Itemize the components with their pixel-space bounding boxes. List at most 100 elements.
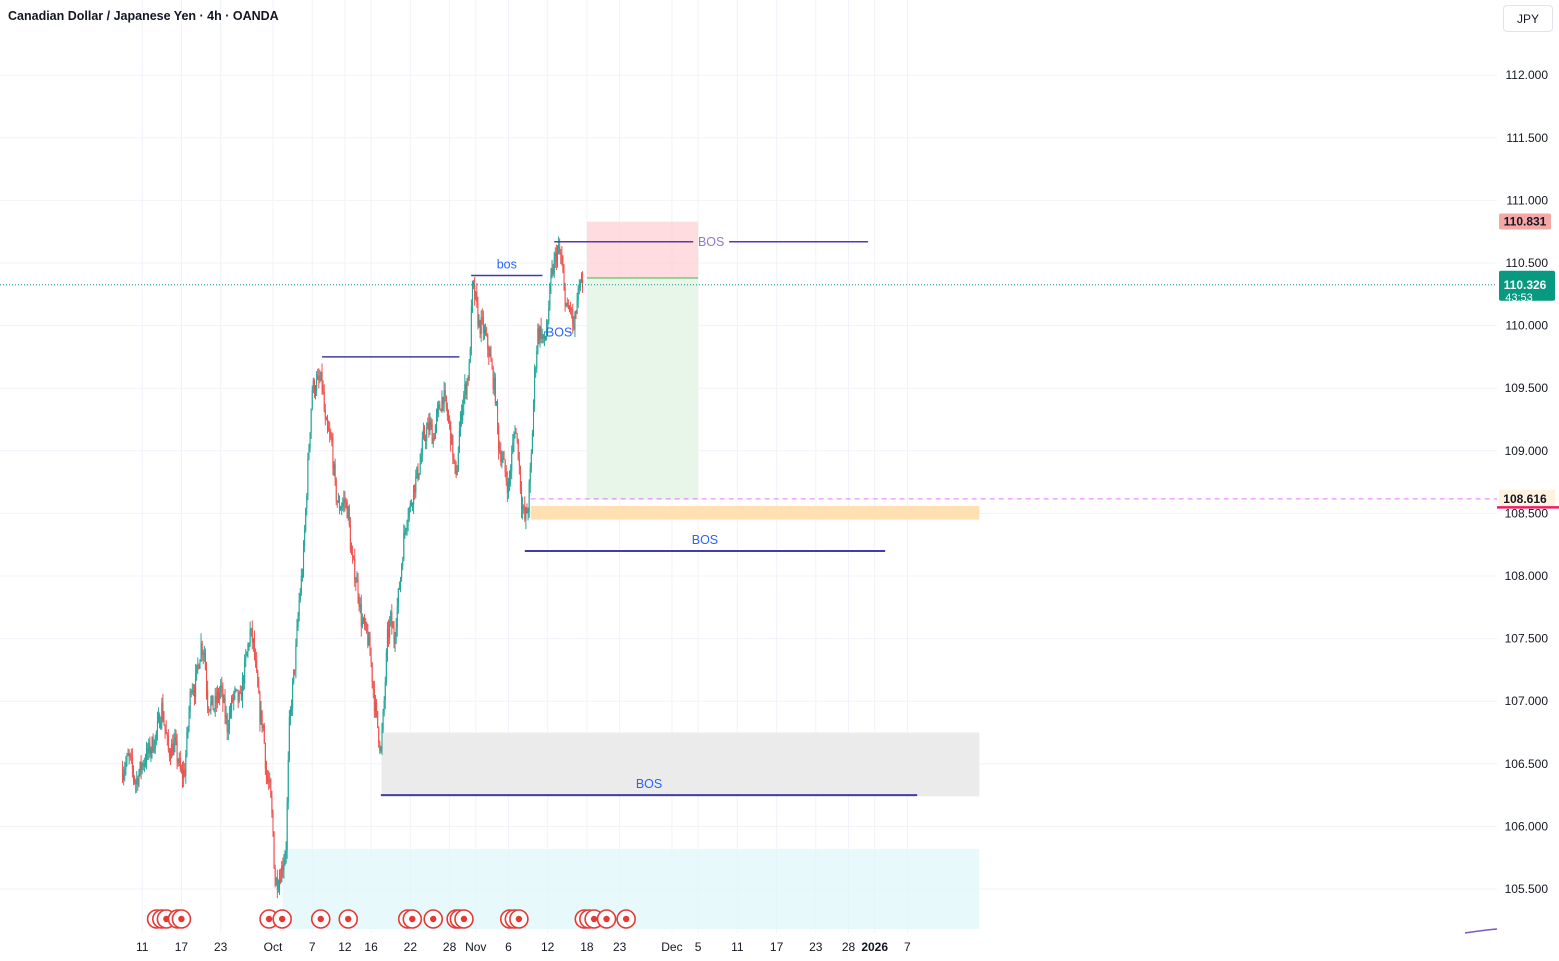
candle-body [573, 324, 575, 330]
candle-body [172, 743, 174, 755]
candle [319, 369, 321, 384]
candle [392, 621, 394, 629]
candle [243, 674, 245, 691]
currency-selector[interactable]: JPY [1503, 5, 1553, 32]
candle [143, 757, 145, 773]
candle-body [318, 375, 320, 380]
candle-body [381, 730, 383, 749]
candle [204, 648, 206, 671]
candle [142, 759, 144, 771]
candle-body [566, 302, 568, 306]
candle [247, 642, 249, 659]
candle [183, 760, 185, 788]
candle [409, 500, 411, 513]
candle-body [532, 402, 535, 433]
candle [285, 841, 287, 864]
candle-body [184, 769, 186, 777]
candle-body [201, 642, 203, 655]
candle [372, 680, 374, 699]
candle [360, 594, 362, 637]
x-tick-label: 28 [842, 940, 856, 954]
candle [544, 335, 547, 341]
candle-body [522, 506, 524, 510]
candle [269, 772, 271, 789]
candle [341, 502, 343, 516]
candle [542, 334, 544, 344]
candle-body [534, 369, 536, 403]
candle-body [531, 432, 533, 454]
candle-body [160, 722, 162, 728]
candle-body [561, 255, 563, 264]
candle-body [465, 383, 467, 395]
candle [132, 765, 135, 786]
candle-body [205, 669, 208, 690]
candle-body [136, 778, 138, 785]
candle [411, 502, 414, 511]
candle [370, 647, 372, 668]
candle-body [286, 801, 288, 851]
candle [439, 400, 441, 410]
candle-body [420, 454, 422, 464]
candle-body [485, 329, 487, 335]
candle [181, 761, 184, 788]
candle [468, 359, 470, 381]
candle-body [403, 532, 405, 561]
event-dot [590, 915, 598, 923]
candle-body [208, 708, 210, 710]
candle-body [192, 690, 194, 692]
candle-body [490, 353, 492, 362]
candle [445, 395, 447, 412]
event-marker-icon [402, 909, 423, 929]
candle-body [165, 729, 167, 734]
candle-body [413, 485, 415, 505]
candle-body [331, 437, 333, 442]
candle [469, 346, 471, 364]
candle-body [515, 432, 517, 434]
candle-body [144, 762, 147, 764]
candle [540, 317, 542, 344]
candle-body [276, 878, 278, 890]
candle [193, 684, 196, 706]
candle-body [186, 731, 188, 756]
candle [377, 711, 379, 729]
candle [541, 328, 543, 344]
bos-level: BOS [544, 325, 574, 339]
candle [434, 424, 436, 440]
candle [166, 732, 168, 746]
indicator-curve [1464, 928, 1498, 934]
candle [423, 425, 426, 442]
candle [138, 768, 140, 788]
candle [221, 676, 223, 698]
candle-body [158, 714, 160, 721]
candle [296, 618, 298, 647]
candle [502, 451, 504, 464]
candle [517, 438, 519, 461]
candle-body [517, 439, 519, 459]
candle-body [419, 463, 421, 474]
candle [185, 749, 187, 784]
event-dot [345, 915, 352, 923]
candle-body [488, 349, 490, 357]
candle [124, 761, 126, 782]
candle-body [285, 850, 287, 856]
candle-body [445, 395, 447, 408]
candle-body [337, 501, 339, 503]
candle [192, 683, 194, 697]
candle [249, 621, 251, 648]
candle [282, 857, 284, 879]
candle [387, 619, 390, 647]
x-tick-label: 28 [443, 940, 457, 954]
candle-body [167, 735, 169, 750]
candle [463, 390, 465, 416]
candle [562, 255, 564, 274]
candle-body [306, 496, 308, 510]
candle-body [321, 372, 323, 386]
candle-body [495, 402, 497, 404]
candle [492, 365, 494, 395]
candle [487, 333, 489, 358]
y-tick-label: 108.500 [1505, 506, 1549, 520]
candle-body [253, 638, 256, 657]
candle-body [340, 508, 342, 510]
candle [476, 283, 478, 308]
